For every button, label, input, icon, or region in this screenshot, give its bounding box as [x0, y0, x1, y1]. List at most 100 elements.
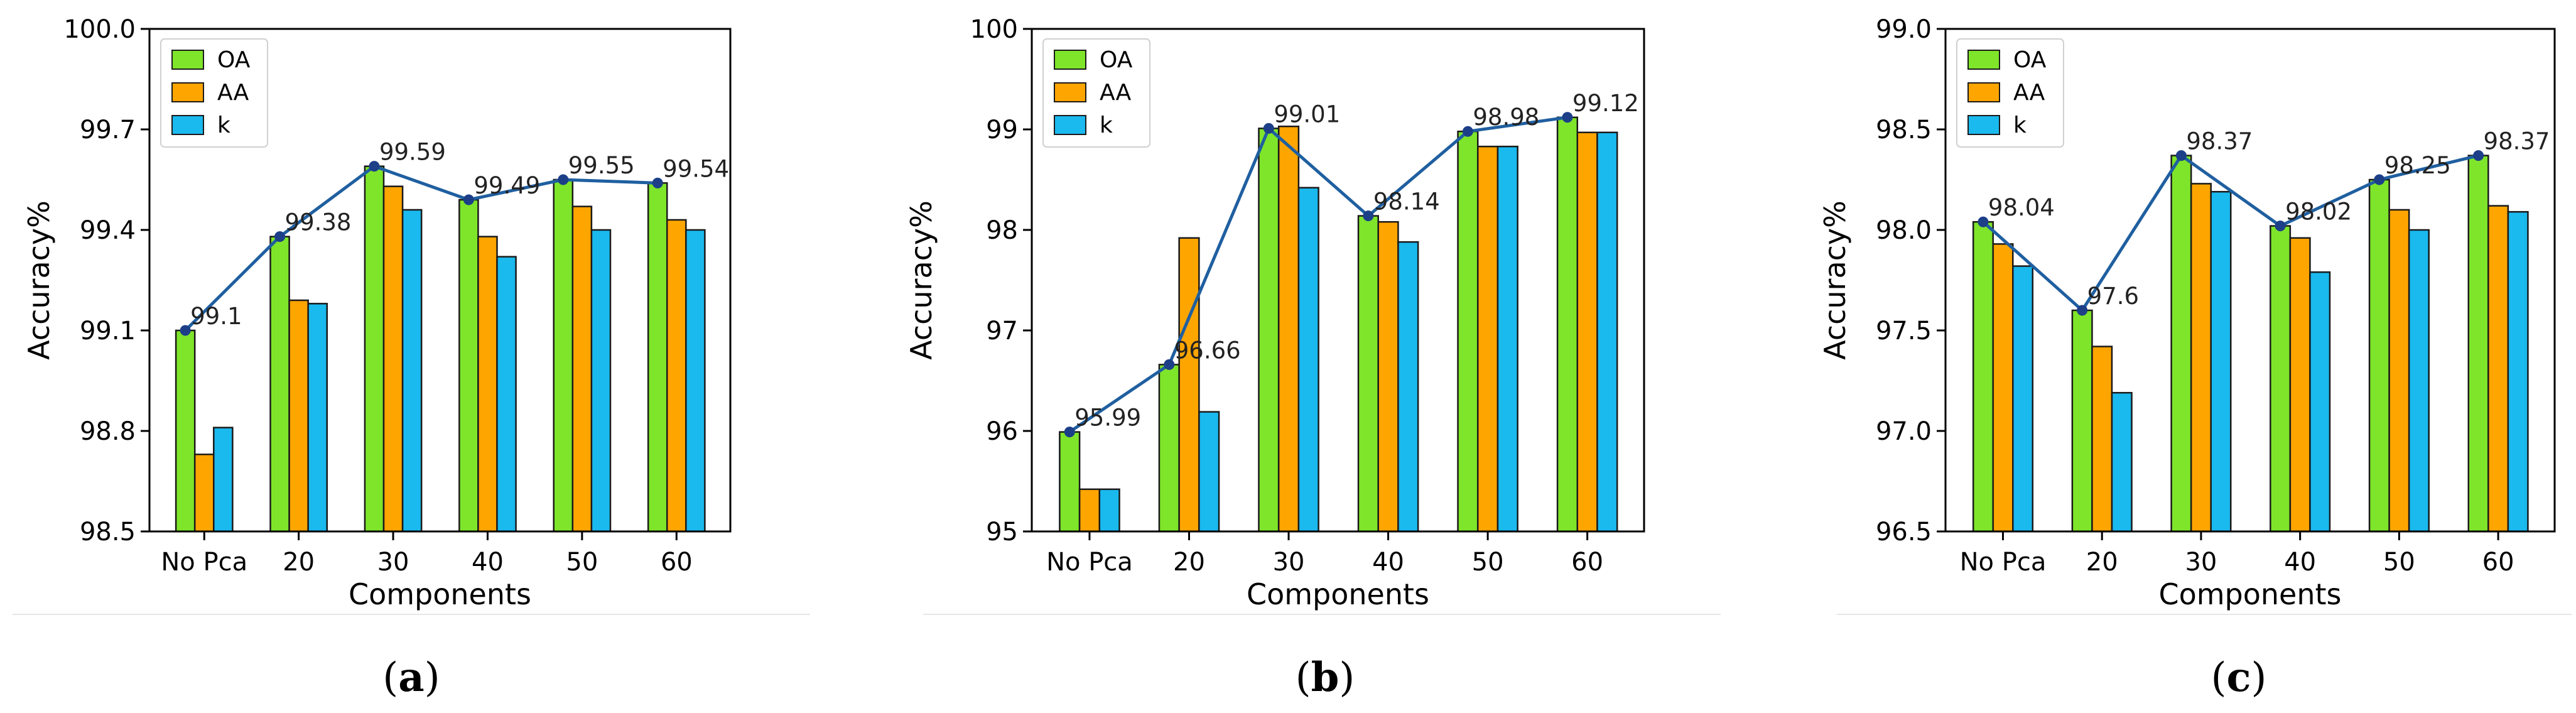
- legend-label-oa: OA: [2013, 47, 2047, 73]
- bar-k-20: [307, 303, 328, 533]
- bar-k-60: [2507, 210, 2529, 533]
- legend-swatch-aa: [1967, 82, 2000, 102]
- oa-point-2: [369, 161, 380, 172]
- oa-data-label: 99.12: [1572, 90, 1639, 117]
- oa-data-label: 98.14: [1373, 188, 1440, 215]
- y-tick-label: 97: [986, 317, 1018, 346]
- legend-label-aa: AA: [217, 80, 249, 106]
- legend-swatch-aa: [171, 82, 204, 102]
- bar-aa-60: [666, 219, 687, 533]
- legend-swatch-oa: [171, 50, 204, 70]
- oa-point-4: [1462, 126, 1473, 137]
- bar-k-50: [590, 229, 612, 533]
- y-tick-label: 97.0: [1876, 417, 1932, 446]
- x-tick-label: 40: [1372, 548, 1404, 577]
- bar-oa-50: [553, 178, 574, 533]
- oa-data-label: 99.54: [663, 155, 729, 182]
- x-tick-label: 60: [2482, 548, 2514, 577]
- legend-label-oa: OA: [1100, 47, 1133, 73]
- bar-k-20: [2111, 391, 2133, 533]
- oa-point-0: [180, 325, 191, 336]
- y-tick-label: 95: [986, 518, 1018, 547]
- bar-aa-30: [382, 185, 404, 533]
- y-tick-label: 99: [986, 116, 1018, 144]
- legend-swatch-k: [1054, 115, 1086, 135]
- bar-aa-50: [2388, 209, 2410, 533]
- bar-oa-no-pca: [1059, 431, 1081, 533]
- oa-data-label: 99.49: [474, 172, 540, 199]
- y-tick-label: 98.8: [80, 417, 136, 446]
- legend-label-k: k: [217, 112, 230, 138]
- panel-caption: (b): [1296, 654, 1355, 701]
- bar-aa-60: [2487, 205, 2509, 533]
- oa-point-1: [2077, 305, 2088, 316]
- bar-aa-no-pca: [193, 454, 215, 533]
- plot-frame: [148, 28, 732, 533]
- chart-panel-a: 99.1 99.38 99.59 99.49 99.55 99.54 98.5 98.8 99.…: [13, 15, 810, 701]
- legend-swatch-oa: [1967, 50, 2000, 70]
- bar-oa-60: [1556, 116, 1579, 533]
- bar-oa-40: [458, 199, 479, 533]
- bar-k-50: [1496, 145, 1518, 533]
- oa-data-label: 98.04: [1988, 194, 2055, 221]
- x-tick-label: 30: [377, 548, 409, 577]
- x-tick-label: No Pca: [1046, 548, 1133, 577]
- bar-oa-no-pca: [175, 329, 196, 533]
- bar-aa-30: [2190, 183, 2212, 533]
- bar-aa-50: [1476, 145, 1499, 533]
- x-tick-label: No Pca: [1960, 548, 2047, 577]
- bar-k-50: [2408, 229, 2430, 533]
- bar-aa-40: [1377, 220, 1399, 533]
- oa-point-4: [558, 174, 569, 185]
- x-axis-label: Components: [2158, 577, 2341, 611]
- oa-point-3: [463, 194, 474, 205]
- oa-point-1: [274, 231, 286, 242]
- bar-aa-40: [2289, 237, 2311, 533]
- bar-oa-60: [2467, 155, 2489, 533]
- oa-point-3: [1363, 210, 1374, 222]
- bar-k-no-pca: [2012, 265, 2034, 533]
- bar-oa-20: [269, 236, 290, 533]
- bar-aa-20: [2091, 346, 2113, 533]
- bar-k-no-pca: [213, 427, 234, 533]
- y-tick-label: 98.0: [1876, 216, 1932, 245]
- y-axis-label: Accuracy%: [1818, 200, 1852, 360]
- chart-panel-b: 95.99 96.66 99.01 98.14 98.98 99.12 95 96 97 98 99…: [904, 15, 1721, 701]
- oa-data-label: 95.99: [1074, 405, 1141, 432]
- bar-aa-40: [477, 236, 498, 533]
- x-tick-label: 60: [1571, 548, 1603, 577]
- oa-point-3: [2275, 220, 2286, 232]
- bar-k-30: [2210, 190, 2232, 533]
- y-tick-label: 99.1: [80, 317, 136, 346]
- bar-aa-20: [1178, 237, 1200, 533]
- legend-swatch-k: [171, 115, 204, 135]
- legend-label-k: k: [1100, 112, 1113, 138]
- x-axis-label: Components: [1247, 577, 1429, 611]
- bar-oa-50: [1457, 130, 1479, 533]
- legend-swatch-k: [1967, 115, 2000, 135]
- bar-aa-50: [571, 205, 593, 533]
- bar-oa-20: [1158, 364, 1180, 533]
- bar-oa-30: [364, 165, 385, 533]
- bar-k-40: [2309, 271, 2331, 533]
- y-axis-label: Accuracy%: [904, 200, 938, 360]
- plot-frame: [1031, 28, 1645, 533]
- y-tick-label: 96: [986, 417, 1018, 446]
- bar-k-20: [1198, 411, 1220, 533]
- y-tick-label: 98: [986, 216, 1018, 245]
- y-tick-label: 97.5: [1876, 317, 1932, 346]
- x-tick-label: 40: [2284, 548, 2316, 577]
- oa-point-2: [2175, 150, 2187, 161]
- oa-data-label: 98.98: [1473, 104, 1539, 131]
- oa-trend-line: [184, 164, 658, 332]
- legend-label-oa: OA: [217, 47, 251, 73]
- bar-aa-no-pca: [1078, 488, 1101, 533]
- y-axis-label: Accuracy%: [22, 200, 56, 360]
- oa-point-5: [1562, 112, 1573, 123]
- bar-aa-20: [288, 299, 309, 533]
- y-tick-label: 100.0: [63, 15, 136, 44]
- oa-trend-line: [1982, 153, 2479, 313]
- oa-point-0: [1978, 216, 1989, 227]
- oa-data-label: 98.02: [2285, 199, 2352, 226]
